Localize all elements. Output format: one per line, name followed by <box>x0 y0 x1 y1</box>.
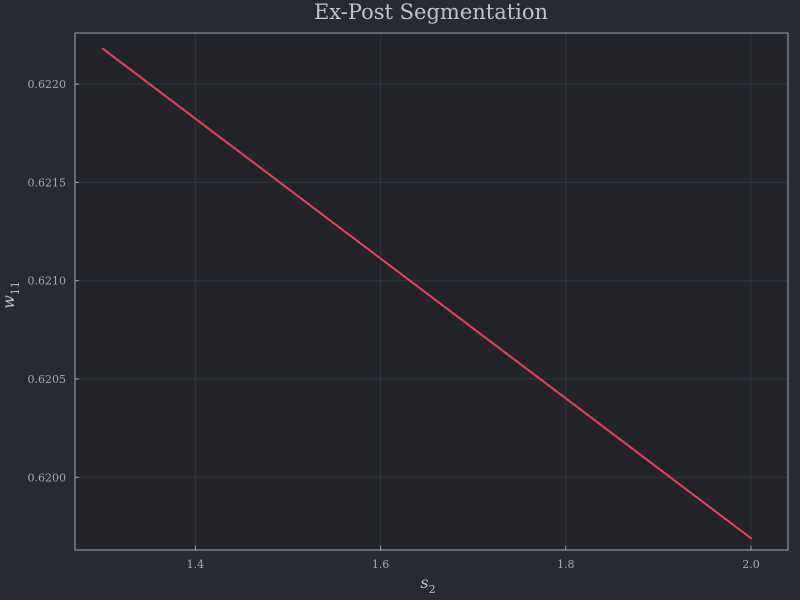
series-line <box>101 47 752 540</box>
x-tick-label: 1.6 <box>372 558 390 571</box>
y-tick-label: 0.6200 <box>28 471 67 484</box>
y-tick-label: 0.6220 <box>28 78 67 91</box>
y-axis-label: w11 <box>0 281 22 309</box>
x-tick-label: 2.0 <box>742 558 760 571</box>
y-tick-label: 0.6205 <box>28 373 67 386</box>
series-layer <box>101 47 752 540</box>
plot-area <box>75 33 788 550</box>
x-axis-label-base: s <box>420 573 428 592</box>
y-axis-ticks: 0.6200 0.6205 0.6210 0.6215 0.6220 <box>28 78 79 484</box>
y-axis-label-sub: 11 <box>9 281 22 295</box>
x-tick-label: 1.8 <box>557 558 575 571</box>
y-tick-label: 0.6215 <box>28 176 67 189</box>
y-tick-label: 0.6210 <box>28 275 67 288</box>
chart-title: Ex-Post Segmentation <box>314 0 548 24</box>
x-axis-ticks: 1.4 1.6 1.8 2.0 <box>187 546 760 571</box>
y-axis-label-base: w <box>0 295 18 309</box>
grid <box>75 33 788 550</box>
plot-frame <box>74 32 789 551</box>
x-axis-label: s2 <box>420 573 435 596</box>
x-axis-label-sub: 2 <box>429 583 436 596</box>
x-tick-label: 1.4 <box>187 558 205 571</box>
